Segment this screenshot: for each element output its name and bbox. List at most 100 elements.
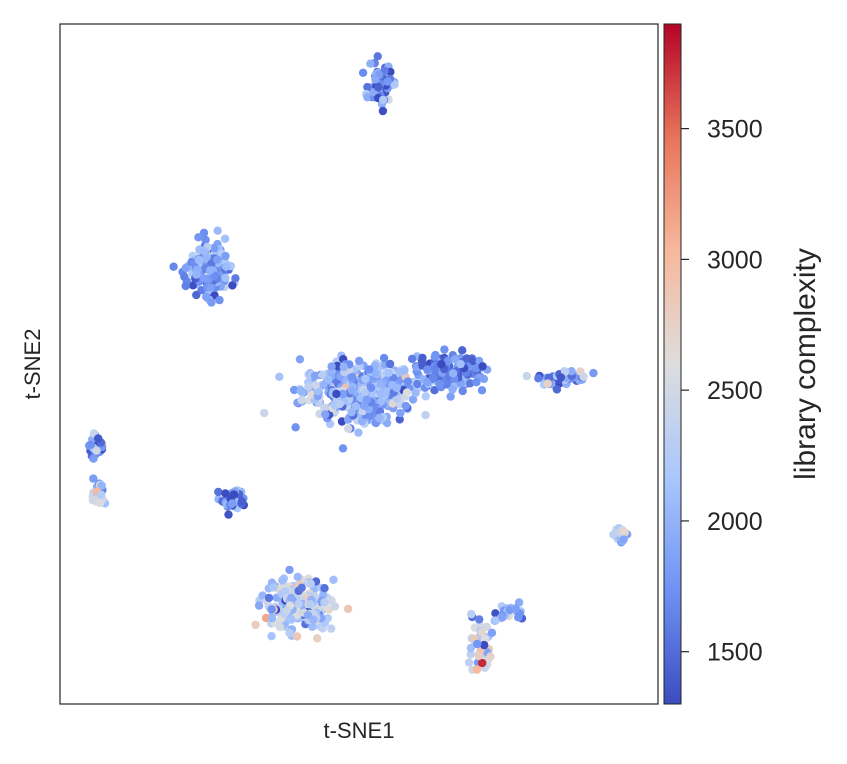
data-point: [430, 352, 439, 361]
data-point: [357, 416, 367, 426]
data-point: [254, 601, 264, 610]
data-point: [287, 593, 296, 602]
data-point: [486, 652, 495, 661]
data-point: [401, 401, 410, 411]
data-point: [382, 418, 392, 428]
data-point: [446, 392, 455, 401]
data-point: [282, 606, 291, 615]
data-point: [207, 298, 216, 307]
data-point: [275, 622, 285, 632]
data-point: [482, 622, 492, 632]
data-point: [379, 353, 389, 363]
data-point: [264, 593, 274, 603]
data-point: [589, 368, 598, 378]
data-point: [378, 106, 388, 116]
data-point: [194, 255, 204, 265]
data-point: [411, 388, 420, 397]
data-point: [308, 622, 317, 631]
data-point: [327, 624, 336, 633]
data-point: [450, 355, 460, 364]
data-point: [199, 247, 209, 256]
data-point: [435, 379, 445, 388]
data-point: [305, 600, 315, 609]
data-point: [237, 497, 247, 506]
data-point: [472, 665, 482, 674]
data-point: [579, 372, 588, 381]
data-point: [228, 499, 237, 508]
data-point: [511, 604, 520, 613]
data-point: [267, 632, 276, 641]
data-point: [384, 368, 393, 377]
data-point: [443, 356, 453, 365]
data-point: [371, 369, 380, 378]
data-point: [609, 530, 618, 539]
data-point: [619, 527, 628, 536]
data-point: [522, 371, 531, 381]
data-point: [347, 386, 357, 395]
data-point: [202, 292, 211, 301]
data-point: [477, 386, 487, 395]
data-point: [361, 374, 370, 384]
data-point: [311, 381, 320, 390]
data-point: [403, 377, 413, 386]
data-point: [192, 290, 201, 300]
y-axis-label: t-SNE2: [20, 329, 45, 400]
data-point: [462, 354, 471, 363]
data-point: [201, 235, 210, 245]
data-point: [97, 481, 106, 490]
data-point: [215, 295, 224, 305]
data-point: [421, 410, 430, 420]
data-point: [228, 281, 237, 290]
data-point: [221, 273, 230, 283]
data-point: [224, 510, 233, 519]
data-point: [295, 355, 305, 364]
data-point: [96, 490, 106, 499]
data-point: [290, 385, 299, 395]
data-point: [362, 395, 371, 404]
data-point: [400, 366, 409, 375]
data-point: [201, 254, 210, 264]
data-point: [619, 535, 628, 544]
data-point: [297, 583, 306, 592]
data-point: [304, 382, 313, 391]
data-point: [338, 444, 348, 453]
data-point: [458, 386, 467, 396]
data-point: [293, 572, 302, 582]
data-point: [407, 354, 417, 364]
data-point: [222, 262, 231, 271]
data-point: [89, 454, 98, 463]
data-point: [376, 380, 385, 389]
data-point: [275, 372, 284, 381]
data-point: [365, 411, 374, 420]
data-point: [534, 374, 543, 383]
data-point: [318, 370, 327, 379]
data-point: [278, 576, 287, 585]
data-point: [338, 389, 347, 399]
data-point: [251, 620, 260, 630]
data-point: [421, 392, 430, 401]
data-point: [448, 369, 458, 378]
data-point: [344, 424, 353, 433]
data-point: [373, 52, 382, 61]
data-point: [466, 650, 475, 659]
data-point: [560, 367, 570, 376]
data-point: [95, 499, 105, 508]
data-point: [402, 388, 412, 397]
data-point: [329, 575, 338, 584]
data-point: [213, 226, 222, 235]
data-point: [358, 68, 368, 78]
data-point: [472, 378, 481, 387]
colorbar-tick-label: 2500: [707, 377, 763, 405]
data-point: [321, 410, 330, 419]
colorbar-tick-label: 2000: [707, 508, 763, 536]
data-point: [220, 234, 230, 243]
data-point: [297, 395, 306, 405]
data-point: [364, 365, 374, 374]
data-point: [471, 363, 481, 373]
data-point: [395, 415, 404, 424]
data-point: [180, 272, 189, 281]
data-point: [543, 379, 552, 388]
data-point: [294, 599, 303, 609]
data-point: [371, 75, 380, 84]
data-point: [192, 270, 201, 279]
